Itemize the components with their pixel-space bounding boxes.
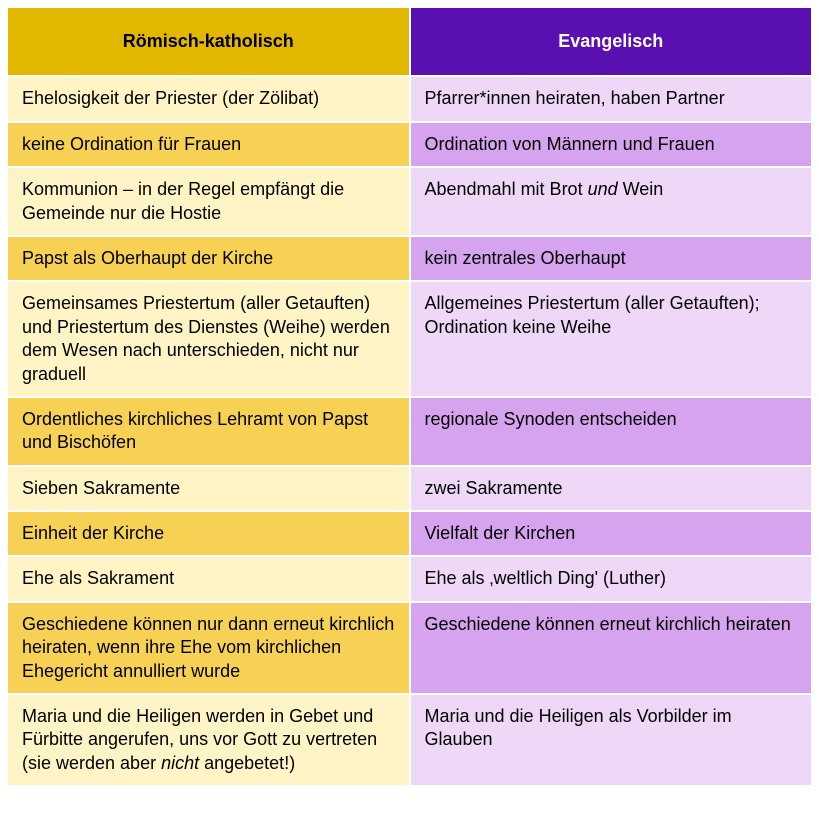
table-row: Ordentliches kirchliches Lehramt von Pap… — [7, 397, 812, 466]
cell-protestant: Geschiedene können erneut kirchlich heir… — [410, 602, 813, 694]
cell-protestant: regionale Synoden entscheiden — [410, 397, 813, 466]
cell-catholic: Ehe als Sakrament — [7, 556, 410, 601]
cell-protestant: Abendmahl mit Brot und Wein — [410, 167, 813, 236]
table-header-row: Römisch-katholisch Evangelisch — [7, 7, 812, 76]
table-row: Papst als Oberhaupt der Kirchekein zentr… — [7, 236, 812, 281]
cell-protestant: Allgemeines Priestertum (aller Getauften… — [410, 281, 813, 397]
cell-catholic: Sieben Sakramente — [7, 466, 410, 511]
cell-protestant: kein zentrales Oberhaupt — [410, 236, 813, 281]
cell-catholic: Ordentliches kirchliches Lehramt von Pap… — [7, 397, 410, 466]
table-row: keine Ordination für FrauenOrdination vo… — [7, 122, 812, 167]
column-header-protestant: Evangelisch — [410, 7, 813, 76]
cell-catholic: Geschiedene können nur dann erneut kirch… — [7, 602, 410, 694]
table-row: Kommunion – in der Regel empfängt die Ge… — [7, 167, 812, 236]
cell-protestant: Vielfalt der Kirchen — [410, 511, 813, 556]
cell-catholic: Kommunion – in der Regel empfängt die Ge… — [7, 167, 410, 236]
cell-protestant: zwei Sakramente — [410, 466, 813, 511]
table-row: Maria und die Heiligen werden in Gebet u… — [7, 694, 812, 786]
cell-catholic: Maria und die Heiligen werden in Gebet u… — [7, 694, 410, 786]
table-row: Ehe als SakramentEhe als ‚weltlich Ding'… — [7, 556, 812, 601]
table-row: Sieben Sakramentezwei Sakramente — [7, 466, 812, 511]
cell-catholic: Ehelosigkeit der Priester (der Zölibat) — [7, 76, 410, 121]
column-header-catholic: Römisch-katholisch — [7, 7, 410, 76]
cell-catholic: Einheit der Kirche — [7, 511, 410, 556]
table-row: Einheit der KircheVielfalt der Kirchen — [7, 511, 812, 556]
table-row: Ehelosigkeit der Priester (der Zölibat)P… — [7, 76, 812, 121]
cell-protestant: Ehe als ‚weltlich Ding' (Luther) — [410, 556, 813, 601]
cell-catholic: Gemeinsames Priestertum (aller Getauften… — [7, 281, 410, 397]
cell-protestant: Maria und die Heiligen als Vorbilder im … — [410, 694, 813, 786]
cell-protestant: Ordination von Männern und Frauen — [410, 122, 813, 167]
table-row: Gemeinsames Priestertum (aller Getauften… — [7, 281, 812, 397]
comparison-table: Römisch-katholisch Evangelisch Ehelosigk… — [6, 6, 813, 787]
cell-catholic: keine Ordination für Frauen — [7, 122, 410, 167]
table-row: Geschiedene können nur dann erneut kirch… — [7, 602, 812, 694]
cell-protestant: Pfarrer*innen heiraten, haben Partner — [410, 76, 813, 121]
cell-catholic: Papst als Oberhaupt der Kirche — [7, 236, 410, 281]
